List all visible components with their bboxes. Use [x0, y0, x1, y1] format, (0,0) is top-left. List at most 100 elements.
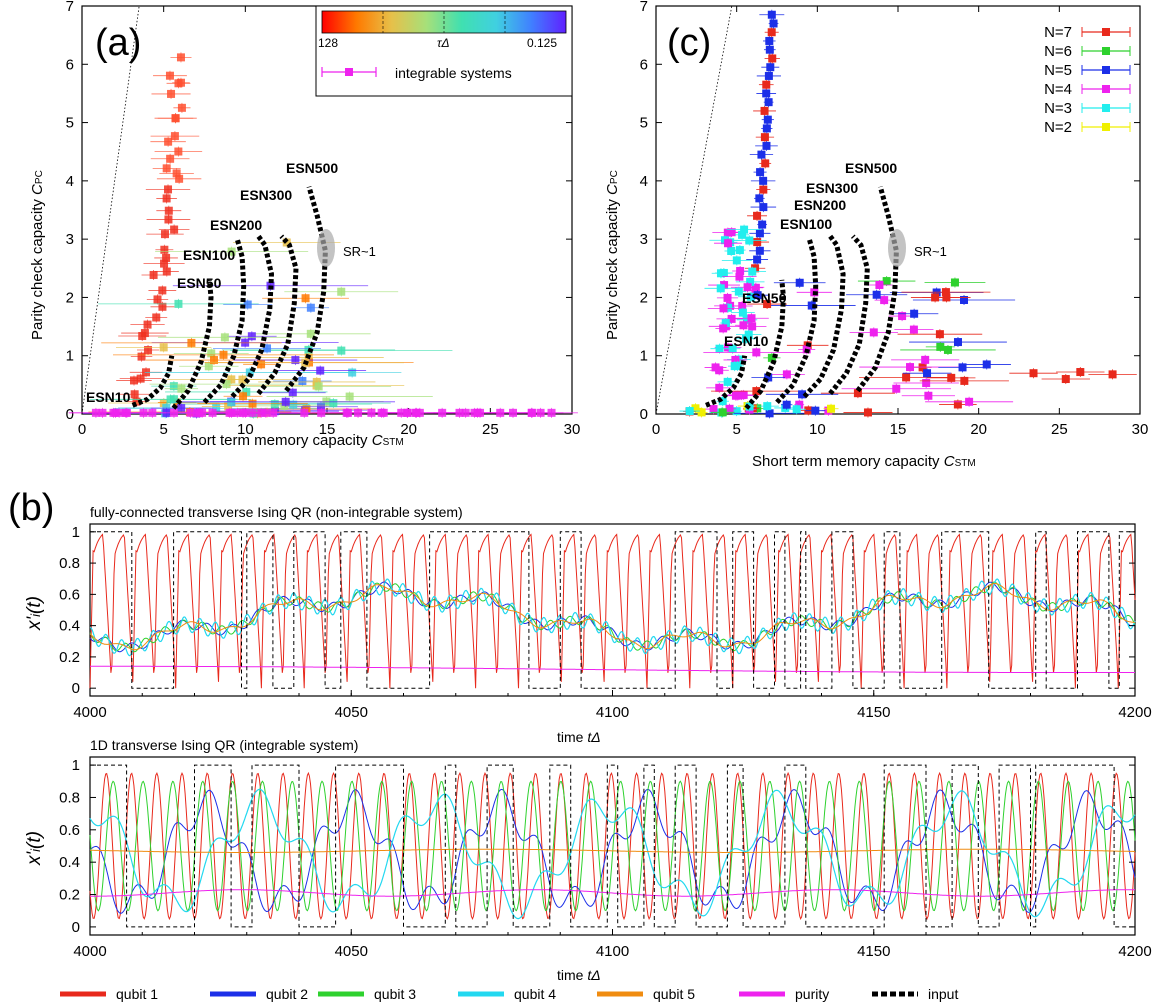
input-line: [90, 764, 1135, 928]
y-tick-label: 5: [66, 115, 74, 132]
data-point: [807, 301, 816, 310]
data-point: [753, 238, 762, 247]
data-point: [751, 283, 760, 292]
y-tick-label: 0.4: [59, 854, 80, 871]
data-point: [136, 374, 145, 383]
legend-label-n3: N=3: [1044, 100, 1072, 117]
esn200-label-a: ESN200: [210, 217, 262, 233]
data-point: [764, 71, 773, 80]
x-tick-label: 30: [564, 421, 581, 438]
data-point: [795, 278, 804, 287]
data-point: [298, 376, 307, 385]
panel-c-ticks: 0 5 10 15 20 25 30 0 1 2 3 4 5 6 7: [640, 0, 1149, 438]
legend-label-purity: purity: [795, 986, 829, 1002]
legend-label-n2: N=2: [1044, 119, 1072, 136]
y-tick-label: 0.2: [59, 649, 80, 666]
x-tick-label: 4150: [857, 704, 890, 721]
data-point: [739, 390, 748, 399]
data-point: [863, 408, 872, 417]
x-tick-label: 25: [1051, 421, 1068, 438]
data-point: [172, 169, 181, 178]
panel-b1-ticks: 4000 4050 4100 4150 4200 0 0.2 0.4 0.6 0.8 1: [59, 524, 1152, 721]
panel-b1-lines: [89, 531, 1136, 689]
data-point: [176, 78, 185, 87]
data-point: [909, 325, 918, 334]
esn500-label-a: ESN500: [286, 160, 338, 176]
panel-c-points: [679, 9, 1137, 419]
y-tick-label: 4: [66, 173, 74, 190]
data-point: [723, 293, 732, 302]
data-point: [764, 98, 773, 107]
panel-b1-ylabel: x'i(t): [24, 596, 45, 631]
esn100-label-c: ESN100: [780, 216, 832, 232]
data-point: [718, 408, 727, 417]
data-point: [162, 164, 171, 173]
y-tick-label: 1: [72, 524, 80, 541]
qubit-2-line: [89, 788, 1136, 914]
data-point: [281, 397, 290, 406]
data-point: [209, 356, 218, 365]
esn-curve-esn300: [256, 234, 299, 396]
data-point: [982, 360, 991, 369]
y-tick-label: 3: [640, 231, 648, 248]
data-point: [753, 211, 762, 220]
data-point: [921, 355, 930, 364]
data-point: [753, 255, 762, 264]
data-point: [162, 253, 171, 262]
data-point: [248, 399, 257, 408]
data-point: [300, 408, 309, 417]
data-point: [144, 346, 153, 355]
esn300-label-a: ESN300: [240, 187, 292, 203]
panel-a-points: [68, 52, 578, 419]
data-point: [765, 409, 774, 418]
data-point: [745, 236, 754, 245]
panel-a: (a) 0 5 10 15 20 25 30 0 1 2 3 4 5 6 7 ESN10 ESN50 ESN…: [29, 0, 580, 449]
data-point: [270, 400, 279, 409]
esn100-label-a: ESN100: [183, 247, 235, 263]
esn-curve-esn10: [705, 355, 748, 408]
data-point: [953, 400, 962, 409]
legend-label-qubit-4: qubit 4: [514, 986, 556, 1002]
x-tick-label: 15: [890, 421, 907, 438]
data-point: [329, 399, 338, 408]
y-tick-label: 6: [640, 56, 648, 73]
data-point: [257, 360, 266, 369]
data-point: [732, 256, 741, 265]
data-point: [306, 329, 315, 338]
sr-label-c: SR~1: [914, 244, 947, 259]
data-point: [906, 363, 915, 372]
data-point: [736, 266, 745, 275]
data-point: [735, 272, 744, 281]
data-point: [721, 319, 730, 328]
data-point: [224, 402, 233, 411]
y-tick-label: 0.8: [59, 555, 80, 572]
data-point: [137, 352, 146, 361]
data-point: [167, 89, 176, 98]
x-tick-label: 4000: [73, 943, 106, 960]
data-point: [755, 194, 764, 203]
data-point: [755, 229, 764, 238]
data-point: [177, 103, 186, 112]
legend-label-n4: N=4: [1044, 81, 1072, 98]
data-point: [795, 400, 804, 409]
data-point: [947, 373, 956, 382]
panel-c-xlabel: Short term memory capacity CSTM: [752, 453, 976, 470]
colorbar-left-label: 128: [318, 36, 338, 50]
data-point: [768, 54, 777, 63]
data-point: [691, 404, 700, 413]
data-point: [187, 338, 196, 347]
data-point: [314, 382, 323, 391]
data-point: [762, 124, 771, 133]
panel-b2-xlabel: time tΔ: [557, 967, 601, 983]
data-point: [132, 397, 141, 406]
data-point: [811, 406, 820, 415]
data-point: [756, 168, 765, 177]
data-point: [760, 133, 769, 142]
esn10-label-a: ESN10: [86, 389, 131, 405]
x-tick-label: 4200: [1118, 943, 1151, 960]
y-tick-label: 1: [66, 348, 74, 365]
y-tick-label: 0.4: [59, 618, 80, 635]
panel-c-ylabel: Parity check capacity CPC: [604, 170, 621, 340]
y-tick-label: 0.2: [59, 887, 80, 904]
panel-b2-ticks: 4000 4050 4100 4150 4200 0 0.2 0.4 0.6 0.8 1: [59, 757, 1152, 960]
